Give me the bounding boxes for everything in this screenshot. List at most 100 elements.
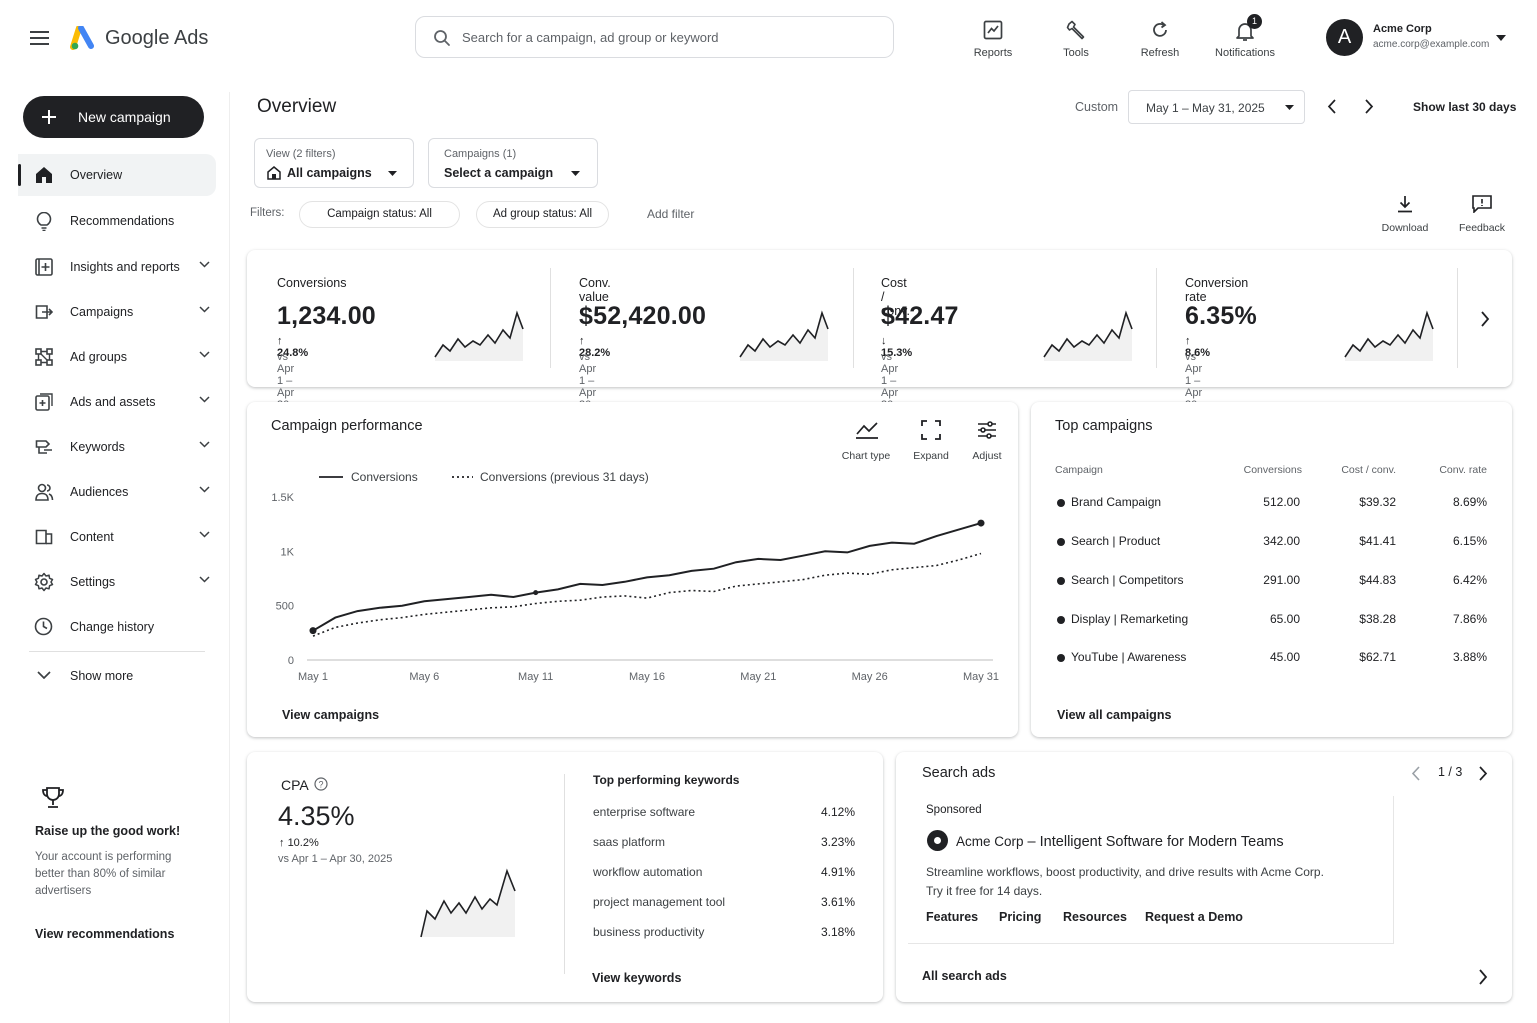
sidebar-item-content[interactable]: Content <box>18 516 216 558</box>
campaigns-icon <box>35 303 53 321</box>
sidebar-item-recommendations[interactable]: Recommendations <box>18 200 216 242</box>
campaign-name[interactable]: Search | Product <box>1071 534 1161 548</box>
view-keywords-link[interactable]: View keywords <box>592 971 682 985</box>
ad-preview[interactable]: Sponsored Acme Corp – Intelligent Softwa… <box>908 796 1394 944</box>
sidebar-item-label: Settings <box>70 575 116 589</box>
keyword-value: 3.23% <box>820 835 855 849</box>
add-filter-button[interactable]: Add filter <box>647 207 695 221</box>
sidebar-item-campaigns[interactable]: Campaigns <box>18 291 216 333</box>
column-header-cost-per-conv[interactable]: Cost / conv. <box>1341 464 1396 476</box>
promo-body: Your account is performing better than 8… <box>35 851 172 897</box>
search-input[interactable]: Search for a campaign, ad group or keywo… <box>415 16 894 58</box>
campaign-conversions: 65.00 <box>1269 612 1300 626</box>
download-button[interactable]: Download <box>1374 193 1436 237</box>
reports-icon <box>983 20 1003 40</box>
sparkline-conv-value <box>739 310 829 361</box>
view-all-campaigns-link[interactable]: View all campaigns <box>1057 708 1172 722</box>
new-campaign-button[interactable]: New campaign <box>23 96 204 138</box>
data-point[interactable] <box>977 519 985 527</box>
caret-down-icon <box>1285 105 1294 110</box>
column-header-campaign[interactable]: Campaign <box>1055 464 1103 476</box>
metric-value: $42.47 <box>881 302 959 330</box>
table-row[interactable]: Display | Remarketing 65.00 $38.28 7.86% <box>1031 611 1512 633</box>
campaign-name[interactable]: Brand Campaign <box>1071 495 1162 509</box>
series-line-conversions[interactable] <box>312 522 982 632</box>
data-point[interactable] <box>533 590 539 596</box>
campaign-status-chip[interactable]: Campaign status: All <box>299 201 460 228</box>
chevron-right-icon[interactable] <box>1480 311 1490 327</box>
table-row[interactable]: Search | Product 342.00 $41.41 6.15% <box>1031 533 1512 555</box>
column-header-conv-rate[interactable]: Conv. rate <box>1439 464 1487 476</box>
table-row[interactable]: Brand Campaign 512.00 $39.32 8.69% <box>1031 494 1512 516</box>
campaign-conversions: 45.00 <box>1269 650 1300 664</box>
menu-icon[interactable] <box>30 30 50 46</box>
table-row[interactable]: Search | Competitors 291.00 $44.83 6.42% <box>1031 572 1512 594</box>
sidebar-item-ad-groups[interactable]: Ad groups <box>18 336 216 378</box>
sidebar-item-ads-and-assets[interactable]: Ads and assets <box>18 381 216 423</box>
sidebar-item-insights-and-reports[interactable]: Insights and reports <box>18 246 216 288</box>
x-tick-label: May 31 <box>963 671 999 683</box>
feedback-icon <box>1472 195 1492 213</box>
campaign-name[interactable]: YouTube | Awareness <box>1071 650 1187 664</box>
sitelink-request-demo[interactable]: Request a Demo <box>1145 910 1243 924</box>
keyword-row[interactable]: business productivity 3.18% <box>593 925 855 945</box>
campaign-filter-select[interactable]: Campaigns (1) Select a campaign <box>428 138 598 188</box>
date-range-type: Custom <box>1075 100 1119 114</box>
next-period-icon[interactable] <box>1364 99 1374 114</box>
previous-period-icon[interactable] <box>1327 99 1337 114</box>
sitelink-pricing[interactable]: Pricing <box>999 910 1042 924</box>
sidebar-item-settings[interactable]: Settings <box>18 561 216 603</box>
notifications-button[interactable]: 1 Notifications <box>1205 14 1285 64</box>
help-icon[interactable]: ? <box>314 777 328 791</box>
keyword-text: saas platform <box>593 835 666 849</box>
metric-value: 6.35% <box>1185 302 1257 330</box>
ad-group-status-chip[interactable]: Ad group status: All <box>476 201 609 228</box>
expand-button[interactable]: Expand <box>903 420 959 464</box>
account-dropdown-icon[interactable] <box>1496 35 1506 41</box>
view-filter-select[interactable]: View (2 filters) All campaigns <box>254 138 414 188</box>
feedback-button[interactable]: Feedback <box>1451 193 1513 237</box>
show-more-button[interactable]: Show more <box>18 655 216 697</box>
metric-change-value: 8.6% <box>1185 347 1211 359</box>
chevron-right-icon[interactable] <box>1478 969 1488 985</box>
expand-label: Expand <box>913 450 949 462</box>
status-dot-icon <box>1057 654 1065 662</box>
reports-button[interactable]: Reports <box>953 14 1033 64</box>
data-point[interactable] <box>309 627 317 635</box>
campaign-name[interactable]: Display | Remarketing <box>1071 612 1189 626</box>
column-header-conversions[interactable]: Conversions <box>1243 464 1302 476</box>
series-line-previous-period[interactable] <box>312 552 982 637</box>
keyword-row[interactable]: project management tool 3.61% <box>593 895 855 915</box>
view-recommendations-link[interactable]: View recommendations <box>35 927 175 941</box>
campaign-name[interactable]: Search | Competitors <box>1071 573 1184 587</box>
view-campaigns-link[interactable]: View campaigns <box>282 708 380 722</box>
tools-label: Tools <box>1063 47 1089 59</box>
sitelink-features[interactable]: Features <box>926 910 979 924</box>
previous-ad-icon[interactable] <box>1411 766 1421 781</box>
next-ad-icon[interactable] <box>1478 766 1488 781</box>
keyword-row[interactable]: workflow automation 4.91% <box>593 865 855 885</box>
sitelink-resources[interactable]: Resources <box>1063 910 1127 924</box>
sidebar-item-keywords[interactable]: Keywords <box>18 426 216 468</box>
tools-button[interactable]: Tools <box>1036 14 1116 64</box>
keyword-row[interactable]: enterprise software 4.12% <box>593 805 855 825</box>
show-last-30-days-link[interactable]: Show last 30 days <box>1413 100 1517 114</box>
adjust-button[interactable]: Adjust <box>961 420 1013 464</box>
refresh-button[interactable]: Refresh <box>1120 14 1200 64</box>
sidebar-item-overview[interactable]: Overview <box>18 154 216 196</box>
y-tick-label: 1K <box>281 546 295 558</box>
avatar[interactable]: A <box>1326 19 1363 56</box>
metric-divider <box>550 268 551 368</box>
ad-headline[interactable]: Acme Corp – Intelligent Software for Mod… <box>956 834 1284 850</box>
keyword-row[interactable]: saas platform 3.23% <box>593 835 855 855</box>
date-range-select[interactable]: May 1 – May 31, 2025 <box>1128 90 1305 124</box>
sidebar-item-audiences[interactable]: Audiences <box>18 471 216 513</box>
sidebar-item-label: Ad groups <box>70 350 127 364</box>
table-row[interactable]: YouTube | Awareness 45.00 $62.71 3.88% <box>1031 649 1512 671</box>
chevron-down-icon <box>199 396 210 403</box>
sidebar-item-change-history[interactable]: Change history <box>18 606 216 648</box>
download-icon <box>1396 195 1414 213</box>
chart-type-button[interactable]: Chart type <box>835 420 897 464</box>
all-search-ads-link[interactable]: All search ads <box>922 969 1007 983</box>
metric-change: ↑ 8.6% <box>1185 335 1210 359</box>
